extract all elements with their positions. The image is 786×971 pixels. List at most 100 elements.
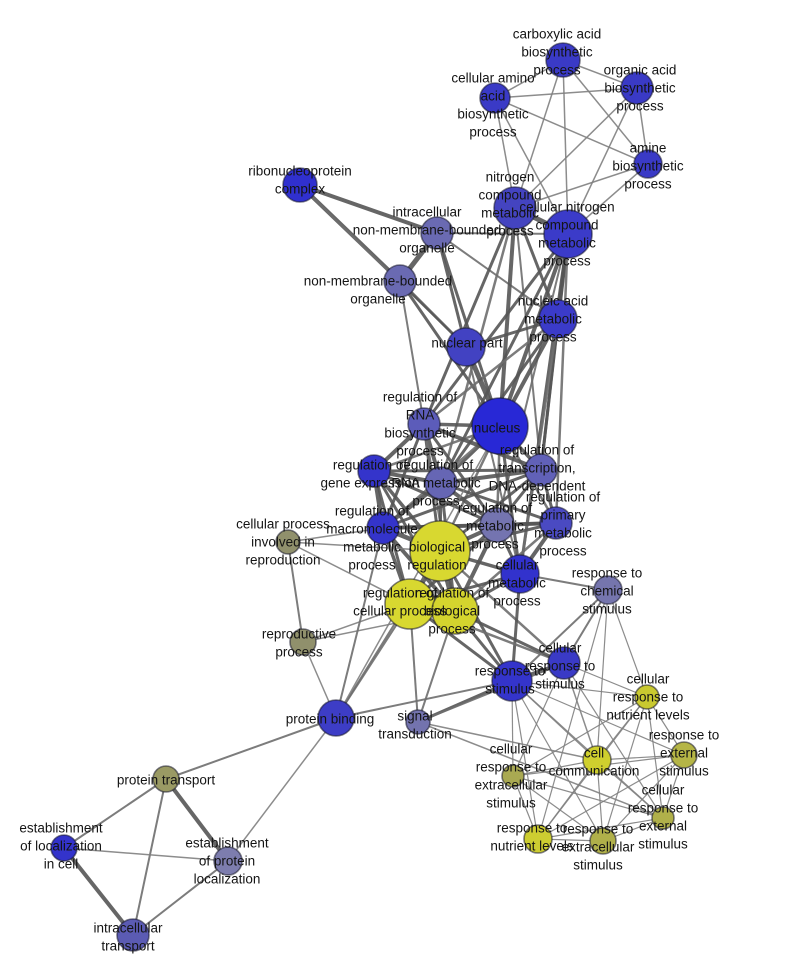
graph-edge-n37-n38 <box>63 847 229 862</box>
graph-edge-n34-n19 <box>335 527 384 719</box>
node-label-response-to-nutrient-levels: response to nutrient levels <box>490 821 574 854</box>
graph-node-regulation-of-rna-biosynthetic-process[interactable] <box>407 407 441 441</box>
node-label-regulation-of-biological-process: regulation of biological process <box>415 586 490 637</box>
graph-node-cellular-metabolic-process[interactable] <box>500 554 540 594</box>
node-label-regulation-of-macromolecule-metabolic-process: regulation of macromolecule metabolic proce… <box>326 504 418 573</box>
graph-node-regulation-of-gene-expression[interactable] <box>357 454 391 488</box>
graph-edge-n9-n12 <box>399 280 425 425</box>
graph-edge-n31-n33 <box>512 775 604 842</box>
graph-edge-n10-n12 <box>423 318 559 425</box>
graph-edge-n24-n28 <box>511 680 685 756</box>
graph-edge-n4-n7 <box>514 163 649 209</box>
graph-edge-n18-n19 <box>382 521 557 530</box>
graph-node-protein-binding[interactable] <box>317 699 355 737</box>
node-label-cellular-process-involved-in-reproduction: cellular process involved in reproduction <box>236 517 330 568</box>
graph-edge-n8-n16 <box>439 233 570 484</box>
node-label-carboxylic-acid-biosynthetic-process: carboxylic acid biosynthetic process <box>513 27 602 78</box>
node-label-regulation-of-metabolic-process: regulation of metabolic process <box>458 501 533 552</box>
node-label-response-to-external-stimulus: response to external stimulus <box>649 728 720 779</box>
graph-edge-n1-n4 <box>562 59 649 165</box>
graph-node-reproductive-process[interactable] <box>289 628 317 656</box>
graph-node-carboxylic-acid-biosynthetic-process[interactable] <box>545 42 581 78</box>
graph-edge-n40-n41 <box>287 541 304 643</box>
graph-node-cellular-nitrogen-compound-metabolic-process[interactable] <box>543 209 593 259</box>
graph-edge-n26-n29 <box>596 589 609 761</box>
node-label-nuclear-part: nuclear part <box>431 336 503 351</box>
graph-node-nuclear-part[interactable] <box>446 327 486 367</box>
graph-edge-n36-n38 <box>164 777 230 863</box>
graph-node-nucleus[interactable] <box>471 397 529 455</box>
graph-node-cellular-process-involved-in-reproduction[interactable] <box>275 529 301 555</box>
node-label-response-to-stimulus: response to stimulus <box>475 664 546 697</box>
graph-node-regulation-of-metabolic-process[interactable] <box>479 507 515 543</box>
graph-node-cellular-response-to-nutrient-levels[interactable] <box>634 684 660 710</box>
graph-node-cellular-response-to-extracellular-stimulus[interactable] <box>501 764 525 788</box>
graph-edge-n1-n7 <box>514 59 564 209</box>
graph-edge-n30-n33 <box>512 775 664 819</box>
graph-edge-n3-n7 <box>514 87 638 209</box>
graph-node-regulation-of-macromolecule-metabolic-process[interactable] <box>366 511 400 545</box>
graph-node-intracellular-non-membrane-bounded-organelle[interactable] <box>420 216 454 250</box>
graph-node-intracellular-transport[interactable] <box>116 918 150 952</box>
node-label-regulation-of-cellular-process: regulation of cellular process <box>353 586 447 619</box>
graph-node-nucleic-acid-metabolic-process[interactable] <box>538 299 578 339</box>
node-label-establishment-of-protein-localization: establishment of protein localization <box>185 836 269 887</box>
labels-layer: carboxylic acid biosynthetic processcellul… <box>19 27 719 954</box>
graph-edge-n26-n32 <box>537 589 609 840</box>
graph-node-regulation-of-rna-metabolic-process[interactable] <box>424 466 458 500</box>
node-label-regulation-of-transcription-dna-dependent: regulation of transcription, DNA-dependent <box>489 443 586 494</box>
graph-edge-n12-n17 <box>422 423 499 526</box>
graph-edge-n24-n34 <box>335 680 513 719</box>
graph-edge-n11-n21 <box>465 346 521 575</box>
graph-node-non-membrane-bounded-organelle[interactable] <box>383 264 417 298</box>
graph-node-regulation-of-biological-process[interactable] <box>431 587 479 635</box>
node-label-amine-biosynthetic-process: amine biosynthetic process <box>612 141 684 192</box>
node-label-response-to-extracellular-stimulus: response to extracellular stimulus <box>562 822 635 873</box>
graph-edge-n2-n4 <box>494 97 649 165</box>
graph-node-ribonucleoprotein-complex[interactable] <box>282 167 318 203</box>
graph-node-cell-communication[interactable] <box>582 745 612 775</box>
graph-node-signal-transduction[interactable] <box>405 709 431 735</box>
graph-node-cellular-response-to-stimulus[interactable] <box>547 646 581 680</box>
node-label-cellular-nitrogen-compound-metabolic-process: cellular nitrogen compound metabolic proces… <box>519 200 614 269</box>
graph-node-establishment-of-protein-localization[interactable] <box>213 846 243 876</box>
graph-node-amine-biosynthetic-process[interactable] <box>633 149 663 179</box>
graph-edge-n36-n37 <box>63 778 167 849</box>
graph-edge-n14-n16 <box>440 468 542 485</box>
node-label-cell-communication: cell communication <box>549 746 640 779</box>
graph-edge-n26-n27 <box>607 589 648 698</box>
graph-edge-n25-n35 <box>417 662 565 723</box>
graph-edge-n16-n18 <box>440 481 557 525</box>
graph-node-response-to-nutrient-levels[interactable] <box>523 824 553 854</box>
graph-node-regulation-of-transcription-dna-dependent[interactable] <box>524 453 558 487</box>
graph-edge-n27-n33 <box>512 696 648 777</box>
node-label-reproductive-process: reproductive process <box>262 627 336 660</box>
graph-node-cellular-amino-acid-biosynthetic-process[interactable] <box>479 82 511 114</box>
graph-edge-n34-n36 <box>165 717 337 780</box>
graph-node-response-to-chemical-stimulus[interactable] <box>593 575 623 605</box>
graph-edge-n8-n12 <box>422 233 570 425</box>
graph-node-response-to-extracellular-stimulus[interactable] <box>589 827 617 855</box>
graph-edge-n34-n20 <box>335 550 441 719</box>
graph-node-organic-acid-biosynthetic-process[interactable] <box>620 71 654 105</box>
graph-edge-n2-n8 <box>494 97 569 235</box>
graph-node-response-to-external-stimulus[interactable] <box>670 741 698 769</box>
graph-edge-n27-n31 <box>602 696 648 842</box>
graph-edge-n7-n13 <box>498 207 517 427</box>
nodes-layer <box>50 42 698 952</box>
graph-node-biological-regulation[interactable] <box>409 520 471 582</box>
graph-node-cellular-response-to-external-stimulus[interactable] <box>651 806 675 830</box>
node-label-nucleus: nucleus <box>474 421 521 436</box>
graph-edge-n1-n8 <box>562 59 569 235</box>
graph-node-regulation-of-primary-metabolic-process[interactable] <box>539 506 573 540</box>
graph-node-response-to-stimulus[interactable] <box>491 660 533 702</box>
graph-edge-n8-n18 <box>554 233 570 524</box>
graph-node-protein-transport[interactable] <box>152 765 180 793</box>
graph-node-nitrogen-compound-metabolic-process[interactable] <box>493 186 537 230</box>
graph-node-establishment-of-localization-in-cell[interactable] <box>50 834 78 862</box>
graph-edge-n7-n12 <box>422 207 517 425</box>
graph-edge-n24-n31 <box>511 680 604 842</box>
node-label-cellular-amino-acid-biosynthetic-process: cellular amino acid biosynthetic process <box>451 71 534 140</box>
